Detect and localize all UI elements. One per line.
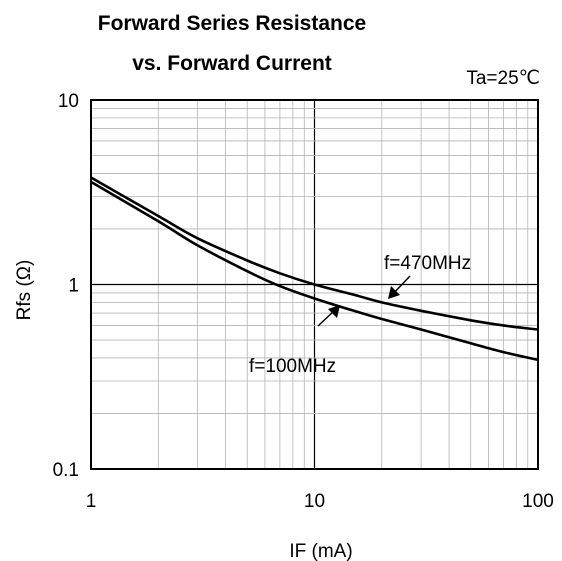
series-annotations: f=470MHz f=100MHz bbox=[249, 253, 471, 377]
arrow-100mhz-head bbox=[328, 305, 340, 318]
grid bbox=[91, 100, 538, 469]
y-tick-label: 1 bbox=[68, 276, 79, 297]
chart-subtitle: vs. Forward Current bbox=[132, 52, 332, 75]
series-line-1 bbox=[90, 180, 539, 362]
x-axis-label: IF (mA) bbox=[289, 541, 352, 561]
y-tick-label: 0.1 bbox=[53, 460, 79, 481]
series-label-100mhz: f=100MHz bbox=[249, 356, 336, 377]
x-tick-label: 100 bbox=[522, 491, 554, 512]
series-line-0 bbox=[90, 176, 539, 331]
x-tick-label: 1 bbox=[86, 491, 97, 512]
arrow-470mhz-head bbox=[388, 286, 400, 299]
x-tick-label: 10 bbox=[304, 491, 325, 512]
y-tick-label: 10 bbox=[58, 91, 79, 112]
chart-title: Forward Series Resistance bbox=[98, 12, 366, 35]
series-label-470mhz: f=470MHz bbox=[384, 253, 471, 274]
series-lines bbox=[90, 176, 539, 362]
condition-label: Ta=25℃ bbox=[466, 68, 540, 89]
plot-frame bbox=[90, 99, 539, 470]
y-axis-label: Rfs (Ω) bbox=[14, 260, 35, 321]
tick-labels: 1 10 100 0.1 1 10 bbox=[53, 91, 554, 512]
